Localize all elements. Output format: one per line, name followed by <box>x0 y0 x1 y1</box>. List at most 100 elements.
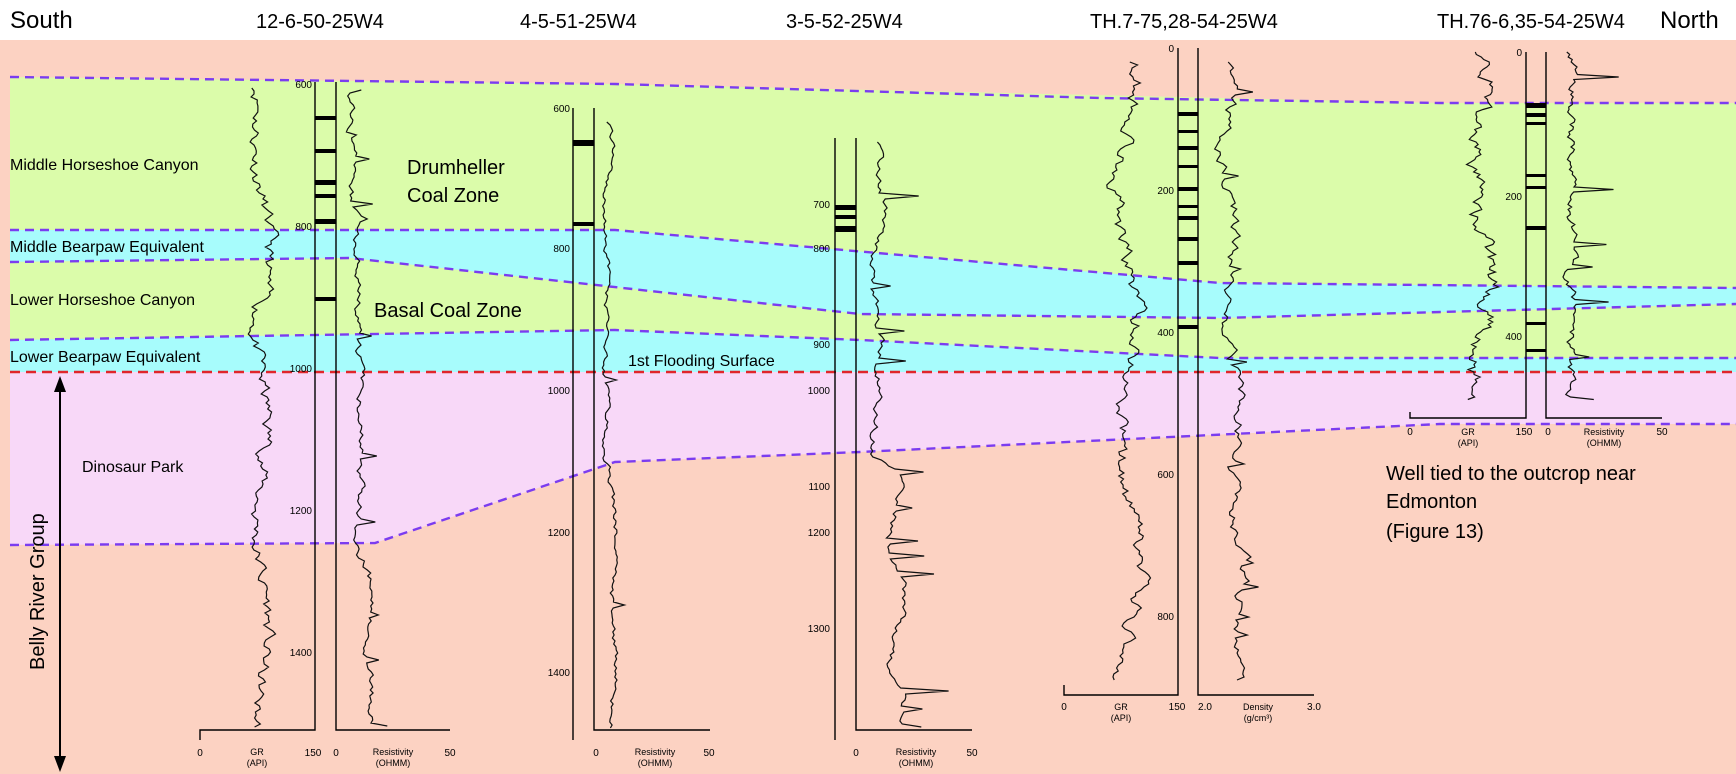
zone-label-lower-horseshoe: Lower Horseshoe Canyon <box>10 292 195 309</box>
well-1-depth-tick: 600 <box>295 80 312 91</box>
zone-label-middle-bearpaw: Middle Bearpaw Equivalent <box>10 239 204 256</box>
coal-label-drumheller-1: Drumheller <box>407 157 505 179</box>
well-5-res-min: 0 <box>1545 427 1551 438</box>
well-name-5: TH.76-6,35-54-25W4 <box>1437 11 1625 33</box>
well-2-res-min: 0 <box>593 748 599 759</box>
well-1-depth-tick: 1000 <box>290 364 313 375</box>
well-1-coals <box>315 116 336 301</box>
well-4-depth-tick: 800 <box>1157 612 1174 623</box>
well-2-coals <box>573 140 594 226</box>
well-1-res-min: 0 <box>333 748 339 759</box>
well-2-depth-tick: 1000 <box>548 386 571 397</box>
well-name-4: TH.7-75,28-54-25W4 <box>1090 11 1278 33</box>
well-2-depth-tick: 800 <box>553 244 570 255</box>
well-4-gr-track <box>1063 48 1179 696</box>
well-4-den-max: 3.0 <box>1307 702 1321 713</box>
coal-label-basal: Basal Coal Zone <box>374 300 522 322</box>
boundary-mbe-top <box>10 228 1736 290</box>
coal-label-drumheller-2: Coal Zone <box>407 185 499 207</box>
well-3-depth-tick: 1200 <box>808 528 831 539</box>
well-5-res-unit: (OHMM) <box>1587 438 1622 448</box>
well-3-depth-tick: 1100 <box>808 482 830 493</box>
well-3-res-label: Resistivity <box>896 747 937 757</box>
note-line-3: (Figure 13) <box>1386 521 1484 543</box>
belly-river-arrow-down <box>54 756 66 772</box>
well-5-depth-tick: 400 <box>1505 332 1522 343</box>
belly-river-label: Belly River Group <box>27 513 49 670</box>
orientation-south: South <box>10 7 73 34</box>
flooding-surface-label: 1st Flooding Surface <box>628 353 775 370</box>
well-1-depth-tick: 1400 <box>290 648 313 659</box>
well-name-3: 3-5-52-25W4 <box>786 11 903 33</box>
well-4-gr-min: 0 <box>1061 702 1067 713</box>
well-4-den-min: 2.0 <box>1198 702 1212 713</box>
zone-label-middle-horseshoe: Middle Horseshoe Canyon <box>10 157 199 174</box>
boundary-lbe-top <box>9 328 1736 360</box>
well-4-depth-tick: 600 <box>1157 470 1174 481</box>
well-1-gr-track <box>199 82 316 740</box>
well-2: 600 800 1000 1200 1400 0 50 Resistivity … <box>548 104 715 768</box>
well-2-res-log <box>601 121 627 729</box>
well-5-gr-max: 150 <box>1516 427 1533 438</box>
well-name-1: 12-6-50-25W4 <box>256 11 384 33</box>
well-1-gr-label: GR <box>250 747 264 757</box>
well-2-res-max: 50 <box>703 748 715 759</box>
well-3-depth-tick: 900 <box>813 340 830 351</box>
zone-label-dinosaur-park: Dinosaur Park <box>82 459 184 476</box>
well-5-gr-label: GR <box>1461 427 1475 437</box>
well-4-gr-label: GR <box>1114 702 1128 712</box>
well-1: 600 800 1000 1200 1400 0 150 GR (API) 0 … <box>197 80 456 768</box>
well-3-depth-tick: 1300 <box>808 624 831 635</box>
well-4-den-unit: (g/cm³) <box>1244 713 1273 723</box>
orientation-north: North <box>1660 7 1719 34</box>
well-3-coals <box>835 205 856 232</box>
well-5-gr-min: 0 <box>1407 427 1413 438</box>
zone-label-lower-bearpaw: Lower Bearpaw Equivalent <box>10 349 201 366</box>
zone-lower-bearpaw <box>10 330 1736 372</box>
well-3: 700 800 900 1000 1100 1200 1300 0 50 Res… <box>808 138 978 768</box>
well-3-res-track <box>855 138 972 731</box>
well-5-depth-tick: 200 <box>1505 192 1522 203</box>
zone-middle-horseshoe <box>10 77 1736 290</box>
belly-river-arrow-up <box>54 376 66 392</box>
well-name-2: 4-5-51-25W4 <box>520 11 637 33</box>
well-5-gr-unit: (API) <box>1458 438 1479 448</box>
well-4-depth-tick: 400 <box>1157 328 1174 339</box>
well-1-res-label: Resistivity <box>373 747 414 757</box>
well-4-gr-log <box>1106 61 1152 681</box>
well-3-depth-tick: 800 <box>813 244 830 255</box>
well-5-depth-tick: 0 <box>1516 48 1522 59</box>
well-1-res-log <box>345 89 388 727</box>
well-1-gr-unit: (API) <box>247 758 268 768</box>
well-5-gr-track <box>1409 52 1527 419</box>
well-1-gr-max: 150 <box>305 748 322 759</box>
well-4-gr-unit: (API) <box>1111 713 1132 723</box>
boundary-mbe-base <box>9 256 1736 320</box>
well-2-depth-tick: 1400 <box>548 668 571 679</box>
well-2-depth-tick: 1200 <box>548 528 571 539</box>
well-5-res-log <box>1562 51 1619 401</box>
zone-dinosaur-park <box>10 372 1736 545</box>
well-3-depth-tick: 1000 <box>808 386 831 397</box>
well-2-res-label: Resistivity <box>635 747 676 757</box>
well-4-den-label: Density <box>1243 702 1274 712</box>
well-5-coals <box>1526 103 1546 352</box>
well-3-depth-tick: 700 <box>813 200 830 211</box>
well-4: 0 200 400 600 800 0 150 GR (API) 2.0 3.0… <box>1061 44 1321 723</box>
well-4-depth-tick: 0 <box>1168 44 1174 55</box>
well-2-depth-tick: 600 <box>553 104 570 115</box>
well-1-gr-min: 0 <box>197 748 203 759</box>
well-1-gr-log <box>247 87 280 728</box>
well-4-depth-tick: 200 <box>1157 186 1174 197</box>
well-3-res-max: 50 <box>966 748 978 759</box>
note-line-2: Edmonton <box>1386 491 1477 513</box>
zone-middle-bearpaw <box>10 230 1736 318</box>
well-3-res-min: 0 <box>853 748 859 759</box>
boundary-dinosaur-park-base <box>9 422 1736 547</box>
well-1-depth-tick: 800 <box>295 222 312 233</box>
well-5-res-label: Resistivity <box>1584 427 1625 437</box>
well-1-depth-tick: 1200 <box>290 506 313 517</box>
well-3-res-unit: (OHMM) <box>899 758 934 768</box>
note-line-1: Well tied to the outcrop near <box>1386 463 1636 485</box>
